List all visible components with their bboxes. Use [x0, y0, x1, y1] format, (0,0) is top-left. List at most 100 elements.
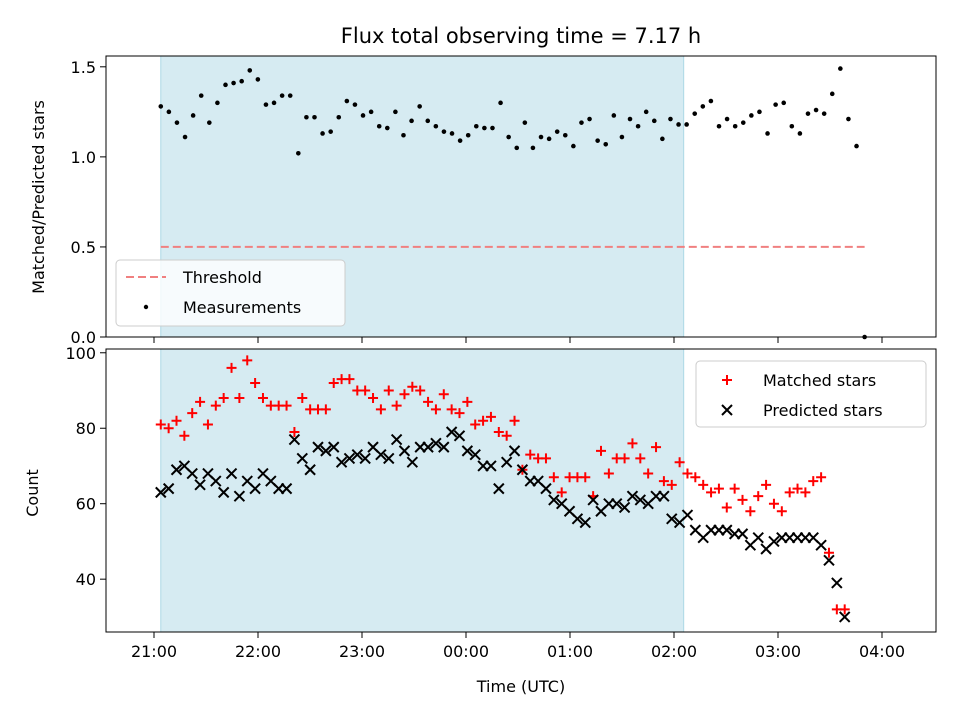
predicted-star-point [390, 433, 403, 446]
measurement-point [401, 132, 406, 138]
matched-star-point [289, 427, 300, 438]
measurement-point [376, 123, 382, 129]
measurement-point [749, 113, 754, 118]
measurement-point [716, 123, 722, 129]
bottom-legend: Matched stars Predicted stars [695, 360, 927, 428]
measurement-point [312, 114, 317, 120]
bottom-panel: 40 60 80 100 21:00 22:00 23:00 00:00 01:00 02:00… [23, 344, 937, 696]
measurement-point [789, 123, 795, 129]
predicted-star-point [186, 467, 198, 480]
measurement-point [571, 143, 576, 149]
legend-predicted-swatch [721, 404, 733, 416]
matched-star-point [690, 472, 701, 483]
predicted-star-point [375, 448, 387, 461]
measurement-point [506, 134, 511, 140]
bottom-y-ticks: 40 60 80 100 [65, 344, 106, 589]
predicted-star-point [155, 486, 167, 499]
measurement-point [546, 136, 552, 142]
measurement-point [449, 131, 455, 136]
matched-star-point [713, 483, 724, 494]
measurement-point [239, 78, 244, 84]
matched-star-point [430, 404, 441, 415]
predicted-star-point [540, 482, 552, 495]
measurement-point [530, 145, 536, 151]
measurement-point [198, 93, 204, 98]
matched-star-point [666, 479, 677, 490]
measurement-point [724, 116, 730, 122]
predicted-star-point [343, 452, 356, 465]
legend-matched-swatch [722, 375, 732, 385]
x-tick-label: 00:00 [443, 642, 489, 661]
matched-star-point [493, 427, 504, 438]
measurement-point [554, 129, 560, 134]
measurement-point [838, 66, 843, 71]
matched-star-point [737, 494, 748, 505]
predicted-star-point [571, 513, 584, 525]
predicted-star-point [815, 539, 827, 551]
matched-star-point [698, 479, 709, 490]
predicted-star-point [831, 577, 843, 589]
measurement-point [579, 120, 584, 125]
matched-star-point [155, 419, 166, 430]
predicted-star-point [461, 445, 474, 457]
legend-matched-marker [722, 375, 732, 385]
matched-star-point [643, 468, 654, 479]
matched-star-point [446, 404, 457, 415]
measurement-point [587, 116, 592, 122]
measurement-point [433, 123, 439, 129]
predicted-star-point [587, 494, 599, 506]
matched-star-point [320, 404, 331, 415]
matched-star-point [800, 487, 811, 498]
matched-star-point [651, 442, 662, 453]
measurement-point [562, 132, 568, 138]
legend-predicted-marker [721, 404, 733, 416]
x-tick-label: 02:00 [651, 642, 697, 661]
matched-star-point [423, 396, 434, 407]
predicted-star-point [626, 490, 639, 502]
matched-star-point [218, 393, 229, 404]
measurement-point [393, 109, 398, 115]
predicted-star-point [493, 482, 505, 495]
measurement-point [473, 123, 479, 129]
measurement-point [166, 109, 172, 115]
bottom-observing-span [160, 348, 685, 633]
measurement-point [498, 100, 503, 106]
x-tick-label: 21:00 [131, 642, 177, 661]
top-panel: 0.0 0.5 1.0 1.5 Flux total observing time =… [29, 24, 937, 347]
matched-star-point [438, 389, 449, 400]
measurement-point [255, 77, 261, 82]
matched-star-point [603, 468, 614, 479]
top-y-ticks: 0.0 0.5 1.0 1.5 [71, 58, 106, 347]
predicted-star-point [634, 494, 647, 506]
measurement-point [651, 118, 657, 124]
matched-star-point [556, 487, 567, 498]
matched-star-point [226, 362, 237, 373]
measurement-point [829, 91, 835, 97]
measurement-point [223, 82, 228, 88]
matched-star-point [368, 393, 379, 404]
measurement-point [684, 122, 689, 127]
matched-star-point [745, 506, 756, 517]
measurement-point [846, 116, 851, 122]
predicted-star-point [752, 531, 764, 544]
matched-star-point [344, 374, 355, 385]
measurement-point [336, 114, 342, 120]
measurement-point [668, 116, 673, 122]
measurement-point [287, 93, 293, 98]
legend-threshold-label: Threshold [182, 268, 262, 287]
measurement-point [425, 118, 431, 124]
matched-star-point [509, 415, 520, 426]
matched-star-point [619, 453, 630, 464]
predicted-star-point [500, 456, 513, 468]
matched-star-point [808, 476, 819, 487]
measurement-point [368, 109, 374, 115]
predicted-star-point [445, 426, 458, 438]
top-legend: Threshold Measurements [115, 259, 346, 327]
matched-star-point [635, 453, 646, 464]
measurement-point [482, 125, 487, 131]
predicted-star-point [304, 464, 316, 476]
top-axes-frame [105, 55, 937, 338]
y-tick-label: 0.5 [71, 238, 96, 257]
matched-star-point [674, 457, 685, 468]
predicted-star-point [485, 460, 497, 472]
